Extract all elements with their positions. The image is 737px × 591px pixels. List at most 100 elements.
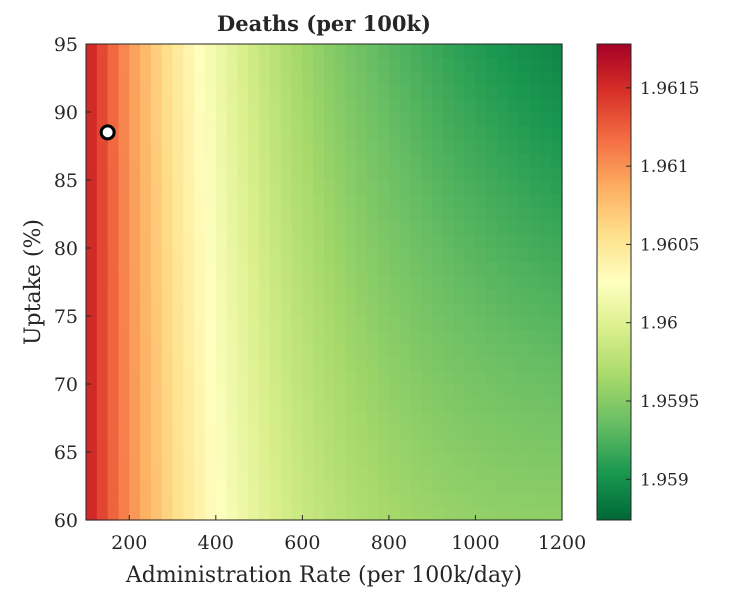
heatmap-cell-60 — [96, 166, 109, 181]
heatmap-cell-1073 — [410, 193, 422, 208]
heatmap-cell-912 — [367, 479, 379, 494]
heatmap-cell-591 — [259, 84, 271, 99]
heatmap-cell-1511 — [551, 424, 563, 439]
heatmap-cell-367 — [194, 275, 206, 290]
heatmap-cell-813 — [334, 397, 347, 412]
heatmap-cell-1418 — [518, 261, 531, 276]
heatmap-cell-978 — [378, 57, 390, 72]
heatmap-cell-130 — [118, 166, 130, 181]
heatmap-cell-1334 — [497, 452, 509, 467]
heatmap-cell-168 — [129, 125, 141, 140]
heatmap-cell-964 — [378, 248, 390, 263]
heatmap-cell-198 — [140, 193, 152, 208]
heatmap-cell-1058 — [410, 397, 422, 412]
heatmap-cell-1009 — [388, 112, 401, 127]
heatmap-cell-660 — [280, 98, 293, 113]
heatmap-cell-86 — [107, 288, 120, 303]
heatmap-cell-394 — [205, 384, 217, 399]
heatmap-cell-538 — [248, 329, 260, 344]
heatmap-cell-627 — [269, 71, 282, 86]
heatmap-cell-1152 — [432, 71, 444, 86]
heatmap-cell-868 — [345, 125, 358, 140]
heatmap-cell-785 — [324, 302, 336, 317]
heatmap-cell-782 — [324, 343, 336, 358]
heatmap-cell-1004 — [388, 180, 401, 195]
heatmap-cell-1360 — [497, 98, 509, 113]
heatmap-cell-1138 — [432, 261, 444, 276]
heatmap-cell-1303 — [486, 397, 498, 412]
heatmap-cell-284 — [172, 452, 184, 467]
heatmap-cell-19 — [86, 248, 98, 263]
heatmap-cell-861 — [345, 220, 358, 235]
heatmap-cell-484 — [226, 112, 239, 127]
heatmap-cell-1479 — [540, 384, 552, 399]
heatmap-cell-1076 — [410, 152, 422, 167]
heatmap-cell-390 — [205, 438, 217, 453]
heatmap-cell-1000 — [388, 234, 401, 249]
heatmap-cell-799 — [324, 112, 336, 127]
heatmap-cell-476 — [226, 220, 239, 235]
heatmap-cell-1512 — [551, 411, 563, 426]
heatmap-cell-744 — [313, 384, 325, 399]
heatmap-cell-1492 — [540, 207, 552, 222]
heatmap-cell-337 — [183, 207, 195, 222]
heatmap-cell-290 — [172, 370, 184, 385]
heatmap-cell-914 — [367, 452, 379, 467]
heatmap-cell-631 — [280, 492, 293, 507]
heatmap-cell-15 — [86, 302, 98, 317]
heatmap-cell-160 — [129, 234, 141, 249]
heatmap-cell-762 — [313, 139, 325, 154]
heatmap-cell-319 — [183, 452, 195, 467]
heatmap-cell-342 — [183, 139, 195, 154]
heatmap-cell-1135 — [432, 302, 444, 317]
heatmap-cell-240 — [150, 98, 163, 113]
heatmap-cell-1380 — [507, 302, 520, 317]
heatmap-cell-497 — [237, 411, 249, 426]
heatmap-cell-823 — [334, 261, 347, 276]
heatmap-cell-1018 — [399, 465, 412, 480]
heatmap-cell-1332 — [497, 479, 509, 494]
heatmap-cell-402 — [205, 275, 217, 290]
heatmap-cell-1505 — [551, 506, 563, 521]
heatmap-cell-1312 — [486, 275, 498, 290]
heatmap-cell-1172 — [443, 275, 455, 290]
heatmap-cell-41 — [96, 424, 109, 439]
heatmap-cell-451 — [215, 84, 228, 99]
heatmap-cell-332 — [183, 275, 195, 290]
heatmap-cell-296 — [172, 288, 184, 303]
heatmap-cell-716 — [302, 288, 314, 303]
heatmap-cell-74 — [107, 452, 120, 467]
heatmap-cell-1449 — [529, 316, 541, 331]
heatmap-cell-1077 — [410, 139, 422, 154]
heatmap-cell-498 — [237, 397, 249, 412]
heatmap-cell-1040 — [399, 166, 412, 181]
heatmap-cell-289 — [172, 384, 184, 399]
heatmap-cell-444 — [215, 180, 228, 195]
heatmap-cell-1533 — [551, 125, 563, 140]
heatmap-cell-323 — [183, 397, 195, 412]
heatmap-cell-128 — [118, 193, 130, 208]
heatmap-cell-949 — [378, 452, 390, 467]
heatmap-cell-443 — [215, 193, 228, 208]
heatmap-cell-622 — [269, 139, 282, 154]
heatmap-cell-1245 — [464, 234, 477, 249]
heatmap-cell-1109 — [421, 180, 433, 195]
heatmap-cell-544 — [248, 248, 260, 263]
heatmap-cell-53 — [96, 261, 109, 276]
heatmap-cell-812 — [334, 411, 347, 426]
heatmap-cell-415 — [205, 98, 217, 113]
heatmap-cell-1154 — [432, 44, 444, 59]
heatmap-cell-1394 — [507, 112, 520, 127]
heatmap-cell-1250 — [464, 166, 477, 181]
heatmap-cell-123 — [118, 261, 130, 276]
heatmap-cell-422 — [215, 479, 228, 494]
heatmap-cell-1242 — [464, 275, 477, 290]
heatmap-cell-828 — [334, 193, 347, 208]
heatmap-cell-666 — [291, 492, 303, 507]
heatmap-cell-1046 — [399, 84, 412, 99]
heatmap-cell-486 — [226, 84, 239, 99]
heatmap-cell-638 — [280, 397, 293, 412]
heatmap-cell-1345 — [497, 302, 509, 317]
heatmap-cell-1238 — [464, 329, 477, 344]
